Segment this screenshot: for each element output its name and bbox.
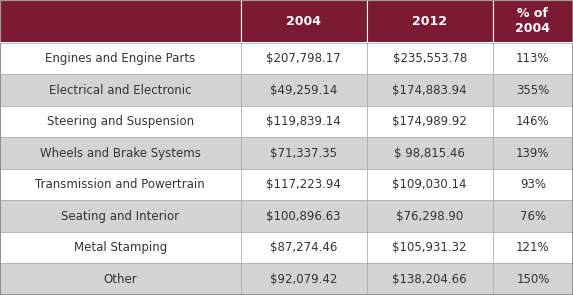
Text: 146%: 146% [516, 115, 550, 128]
Bar [367, 200, 493, 232]
Bar [241, 200, 367, 232]
Text: 355%: 355% [516, 83, 550, 96]
Bar [241, 169, 367, 200]
Bar [241, 43, 367, 74]
Bar [367, 74, 493, 106]
Text: Seating and Interior: Seating and Interior [61, 210, 179, 223]
Text: $87,274.46: $87,274.46 [270, 241, 337, 254]
Bar [0, 232, 241, 263]
Bar [367, 137, 493, 169]
Bar [493, 200, 573, 232]
Text: 139%: 139% [516, 147, 550, 160]
Bar [0, 169, 241, 200]
Text: % of
2004: % of 2004 [515, 7, 551, 35]
Text: 2004: 2004 [286, 15, 321, 28]
Text: $92,079.42: $92,079.42 [270, 273, 337, 286]
Text: $117,223.94: $117,223.94 [266, 178, 341, 191]
Bar [493, 0, 573, 43]
Bar [493, 169, 573, 200]
Bar [367, 106, 493, 137]
Bar [0, 137, 241, 169]
Bar [367, 263, 493, 295]
Bar [0, 263, 241, 295]
Bar [367, 43, 493, 74]
Text: $100,896.63: $100,896.63 [266, 210, 341, 223]
Text: 113%: 113% [516, 52, 550, 65]
Bar [0, 42, 573, 43]
Bar [0, 43, 241, 74]
Text: Transmission and Powertrain: Transmission and Powertrain [36, 178, 205, 191]
Text: $174,989.92: $174,989.92 [393, 115, 467, 128]
Text: $138,204.66: $138,204.66 [393, 273, 467, 286]
Text: $207,798.17: $207,798.17 [266, 52, 341, 65]
Bar [493, 137, 573, 169]
Bar [241, 106, 367, 137]
Text: Metal Stamping: Metal Stamping [74, 241, 167, 254]
Text: $119,839.14: $119,839.14 [266, 115, 341, 128]
Text: $ 98,815.46: $ 98,815.46 [394, 147, 465, 160]
Bar [493, 232, 573, 263]
Text: $49,259.14: $49,259.14 [270, 83, 337, 96]
Bar [0, 106, 241, 137]
Text: Electrical and Electronic: Electrical and Electronic [49, 83, 191, 96]
Text: Engines and Engine Parts: Engines and Engine Parts [45, 52, 195, 65]
Bar [493, 43, 573, 74]
Text: Other: Other [104, 273, 137, 286]
Text: 150%: 150% [516, 273, 550, 286]
Text: $76,298.90: $76,298.90 [396, 210, 464, 223]
Bar [241, 137, 367, 169]
Bar [0, 0, 241, 43]
Text: 121%: 121% [516, 241, 550, 254]
Bar [0, 74, 241, 106]
Text: $105,931.32: $105,931.32 [393, 241, 467, 254]
Bar [493, 263, 573, 295]
Text: $174,883.94: $174,883.94 [393, 83, 467, 96]
Text: 93%: 93% [520, 178, 546, 191]
Text: 2012: 2012 [412, 15, 448, 28]
Text: Wheels and Brake Systems: Wheels and Brake Systems [40, 147, 201, 160]
Bar [241, 232, 367, 263]
Bar [241, 74, 367, 106]
Bar [241, 263, 367, 295]
Text: $109,030.14: $109,030.14 [393, 178, 467, 191]
Bar [241, 0, 367, 43]
Bar [0, 200, 241, 232]
Bar [367, 232, 493, 263]
Text: 76%: 76% [520, 210, 546, 223]
Text: Steering and Suspension: Steering and Suspension [47, 115, 194, 128]
Bar [493, 106, 573, 137]
Bar [493, 74, 573, 106]
Text: $71,337.35: $71,337.35 [270, 147, 337, 160]
Text: $235,553.78: $235,553.78 [393, 52, 467, 65]
Bar [367, 169, 493, 200]
Bar [367, 0, 493, 43]
